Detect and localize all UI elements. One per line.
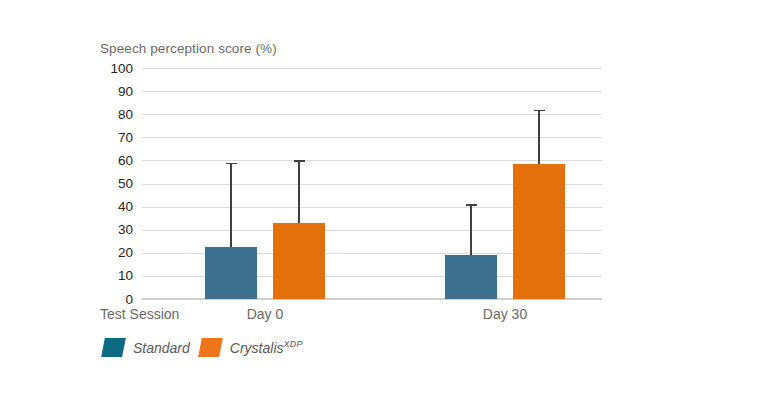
y-axis-tick-label: 0 bbox=[88, 291, 133, 308]
x-axis-category-label: Day 30 bbox=[465, 306, 545, 322]
gridline bbox=[142, 114, 602, 115]
error-bar-cap bbox=[226, 163, 237, 165]
plot-area bbox=[142, 68, 602, 299]
legend-item-crystalis-xdp: CrystalisXDP bbox=[200, 338, 303, 357]
error-bar-crystalis-xdp-day-30 bbox=[538, 110, 540, 164]
legend: Standard CrystalisXDP bbox=[103, 338, 303, 357]
chart-title: Speech perception score (%) bbox=[100, 41, 277, 56]
y-axis-tick-label: 50 bbox=[88, 175, 133, 192]
chart-figure: Speech perception score (%) 0 10 20 30 40 50 6… bbox=[0, 0, 768, 400]
crystalis-legend-swatch-icon bbox=[198, 338, 223, 357]
bar-standard-day-30 bbox=[445, 255, 497, 299]
bar-crystalis-xdp-day-30 bbox=[513, 164, 565, 299]
gridline bbox=[142, 137, 602, 138]
legend-item-standard: Standard bbox=[103, 338, 190, 357]
error-bar-cap bbox=[294, 160, 305, 162]
error-bar-cap bbox=[534, 110, 545, 112]
legend-label-standard: Standard bbox=[133, 339, 190, 356]
x-axis-category-label: Day 0 bbox=[225, 306, 305, 322]
y-axis-tick-label: 40 bbox=[88, 198, 133, 215]
y-axis-tick-label: 30 bbox=[88, 221, 133, 238]
y-axis-tick-label: 10 bbox=[88, 267, 133, 284]
gridline bbox=[142, 160, 602, 161]
error-bar-cap bbox=[466, 204, 477, 206]
standard-legend-swatch-icon bbox=[101, 338, 126, 357]
legend-label-crystalis-xdp: CrystalisXDP bbox=[230, 339, 303, 356]
y-axis-tick-label: 100 bbox=[88, 60, 133, 77]
y-axis-tick-label: 90 bbox=[88, 83, 133, 100]
x-axis-title: Test Session bbox=[100, 306, 179, 322]
gridline bbox=[142, 68, 602, 69]
error-bar-standard-day-0 bbox=[230, 163, 232, 247]
bar-standard-day-0 bbox=[205, 247, 257, 299]
error-bar-standard-day-30 bbox=[470, 204, 472, 255]
bar-crystalis-xdp-day-0 bbox=[273, 223, 325, 299]
gridline bbox=[142, 91, 602, 92]
error-bar-crystalis-xdp-day-0 bbox=[298, 160, 300, 222]
y-axis-tick-label: 70 bbox=[88, 129, 133, 146]
y-axis-tick-label: 80 bbox=[88, 106, 133, 123]
y-axis-tick-label: 60 bbox=[88, 152, 133, 169]
y-axis-tick-label: 20 bbox=[88, 244, 133, 261]
